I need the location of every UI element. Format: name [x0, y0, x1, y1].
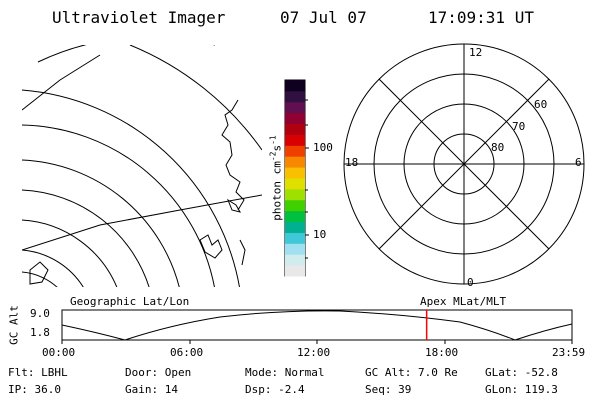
info-ip-value: 36.0	[34, 383, 62, 396]
date-label: 07 Jul 07	[280, 8, 367, 27]
polar-plot	[343, 43, 585, 285]
alt-xtick-1200: 12:00	[297, 346, 331, 359]
alt-ylabel: GC Alt	[7, 305, 21, 345]
alt-xtick-0600: 06:00	[170, 346, 204, 359]
instrument-title: Ultraviolet Imager	[52, 8, 226, 27]
alt-xtick-1800: 18:00	[425, 346, 459, 359]
info-flt-value: LBHL	[41, 366, 68, 379]
info-flt-label: Flt:	[8, 366, 35, 379]
info-mode: Mode: Normal	[245, 366, 325, 379]
colorbar-swatch	[285, 265, 305, 277]
info-mode-label: Mode:	[245, 366, 279, 379]
mlt-label-12: 12	[469, 46, 483, 59]
info-dsp-label: Dsp:	[245, 383, 272, 396]
info-glat: GLat: -52.8	[485, 366, 558, 379]
info-glat-value: -52.8	[524, 366, 558, 379]
colorbar-unit-exp1: -2	[268, 151, 278, 162]
colorbar-swatch	[285, 101, 305, 114]
info-dsp: Dsp: -2.4	[245, 383, 305, 396]
colorbar-unit: photon cm-2s-1	[269, 135, 284, 221]
colorbar-swatch	[285, 112, 305, 125]
colorbar-tick-100: 100	[313, 141, 333, 154]
geographic-map	[22, 45, 262, 287]
info-glon-label: GLon:	[485, 383, 519, 396]
colorbar-swatch	[285, 123, 305, 135]
altitude-plot	[61, 309, 573, 344]
alt-ytick-low: 1.8	[30, 326, 50, 339]
info-glon: GLon: 119.3	[485, 383, 558, 396]
mlt-label-0: 0	[467, 276, 474, 289]
info-gain: Gain: 14	[125, 383, 178, 396]
info-mode-value: Normal	[284, 366, 325, 379]
colorbar-unit-exp2: -1	[268, 135, 278, 145]
colorbar-tick-10: 10	[313, 228, 327, 241]
colorbar-swatch	[285, 243, 305, 255]
info-gcalt-label: GC Alt:	[365, 366, 412, 379]
info-glat-label: GLat:	[485, 366, 519, 379]
mlt-label-18: 18	[345, 156, 359, 169]
info-door-label: Door:	[125, 366, 159, 379]
lat-label-80: 80	[491, 141, 505, 154]
colorbar-swatch	[285, 254, 305, 266]
alt-xtick-2359: 23:59	[552, 346, 586, 359]
alt-ytick-high: 9.0	[30, 307, 50, 320]
colorbar-swatch	[285, 80, 305, 92]
info-gain-value: 14	[164, 383, 178, 396]
info-gcalt-value: 7.0 Re	[417, 366, 458, 379]
info-seq-value: 39	[398, 383, 412, 396]
colorbar-swatch	[285, 232, 305, 244]
colorbar-swatch	[285, 221, 305, 233]
colorbar-swatch	[285, 156, 305, 168]
colorbar-swatch	[285, 90, 305, 103]
lat-label-70: 70	[512, 120, 526, 133]
mlt-label-6: 6	[575, 156, 582, 169]
info-door-value: Open	[164, 366, 192, 379]
colorbar-swatch	[285, 210, 305, 223]
info-gcalt: GC Alt: 7.0 Re	[365, 366, 458, 379]
colorbar-swatch	[285, 134, 305, 146]
colorbar-unit-text: photon cm	[270, 161, 284, 221]
lat-label-60: 60	[534, 98, 548, 111]
info-dsp-value: -2.4	[278, 383, 305, 396]
info-ip: IP: 36.0	[8, 383, 61, 396]
info-glon-value: 119.3	[524, 383, 558, 396]
alt-xtick-0000: 00:00	[42, 346, 76, 359]
colorbar-swatch	[285, 178, 305, 190]
map-label: Geographic Lat/Lon	[70, 295, 190, 308]
colorbar-swatch	[285, 188, 305, 201]
colorbar-swatch	[285, 167, 305, 179]
info-gain-label: Gain:	[125, 383, 159, 396]
info-seq-label: Seq:	[365, 383, 392, 396]
time-label: 17:09:31 UT	[428, 8, 534, 27]
info-flt: Flt: LBHL	[8, 366, 68, 379]
colorbar-swatch	[285, 199, 305, 212]
info-door: Door: Open	[125, 366, 191, 379]
colorbar-unit-s: s	[270, 144, 284, 152]
info-ip-label: IP:	[8, 383, 28, 396]
colorbar	[284, 79, 309, 277]
polar-label: Apex MLat/MLT	[420, 295, 507, 308]
info-seq: Seq: 39	[365, 383, 411, 396]
colorbar-swatch	[285, 145, 305, 157]
